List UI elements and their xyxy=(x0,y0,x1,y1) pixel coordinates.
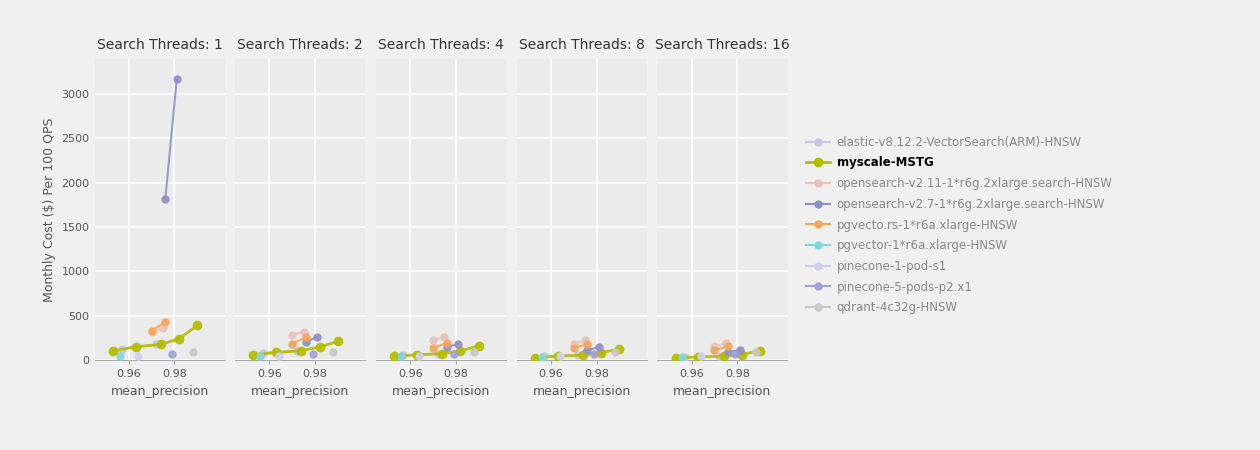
X-axis label: mean_precision: mean_precision xyxy=(111,385,209,398)
Legend: elastic-v8.12.2-VectorSearch(ARM)-HNSW, myscale-MSTG, opensearch-v2.11-1*r6g.2xl: elastic-v8.12.2-VectorSearch(ARM)-HNSW, … xyxy=(806,136,1113,314)
Title: Search Threads: 16: Search Threads: 16 xyxy=(655,38,790,52)
X-axis label: mean_precision: mean_precision xyxy=(251,385,349,398)
X-axis label: mean_precision: mean_precision xyxy=(673,385,771,398)
Y-axis label: Monthly Cost ($) Per 100 QPS: Monthly Cost ($) Per 100 QPS xyxy=(43,117,55,302)
Title: Search Threads: 4: Search Threads: 4 xyxy=(378,38,504,52)
Title: Search Threads: 2: Search Threads: 2 xyxy=(237,38,363,52)
Title: Search Threads: 8: Search Threads: 8 xyxy=(519,38,645,52)
Title: Search Threads: 1: Search Threads: 1 xyxy=(97,38,223,52)
X-axis label: mean_precision: mean_precision xyxy=(533,385,631,398)
X-axis label: mean_precision: mean_precision xyxy=(392,385,490,398)
